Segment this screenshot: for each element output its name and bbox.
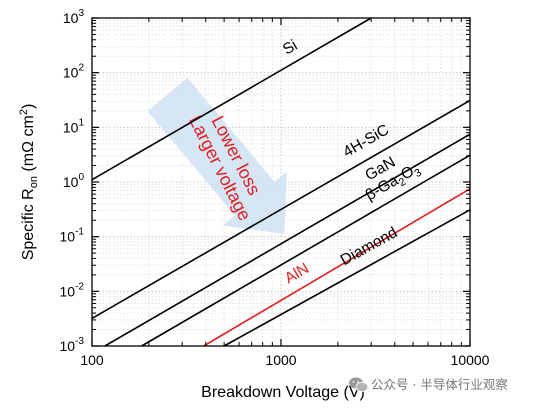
y-tick-label: 10-2 [60, 281, 85, 299]
series-line-diamond [223, 209, 471, 347]
x-tick-label: 1000 [265, 352, 296, 368]
y-tick-label: 103 [63, 8, 85, 26]
y-tick-label: 10-1 [60, 227, 85, 245]
series-line--ga2o3 [141, 154, 471, 347]
series-label-diamond: Diamond [338, 224, 400, 269]
y-axis-title-subscript: on [28, 176, 40, 188]
series-line-si [91, 17, 372, 181]
series-line-gan [104, 133, 471, 347]
series-line-4h-sic [91, 99, 471, 320]
y-tick-label: 10-3 [60, 336, 85, 354]
y-axis-title: Specific Ron (mΩ cm2) [18, 104, 40, 261]
y-tick-label: 101 [63, 117, 85, 135]
watermark: 公众号 · 半导体行业观察 [349, 377, 508, 392]
watermark-text: 公众号 · 半导体行业观察 [371, 377, 508, 392]
series-line-aln [203, 188, 471, 347]
wechat-icon [349, 377, 369, 392]
axis-ticks: 100 1000 10000 103 102 101 100 10-1 10-2 10-3 [60, 8, 490, 368]
series-lines [91, 17, 471, 347]
direction-arrow: Lower loss Larger voltage [147, 77, 287, 234]
y-axis-title-unit: (mΩ cm [20, 115, 37, 176]
series-label-aln: AlN [282, 260, 312, 287]
arrow-shape [147, 77, 287, 234]
y-axis-title-unit-close: ) [20, 104, 37, 109]
y-axis-title-superscript: 2 [18, 109, 30, 115]
series-label-si: Si [280, 37, 300, 59]
y-tick-label: 102 [63, 63, 85, 81]
x-tick-label: 10000 [451, 352, 490, 368]
x-tick-label: 100 [80, 352, 104, 368]
x-axis-title: Breakdown Voltage (V) [201, 384, 365, 401]
y-tick-label: 100 [63, 172, 85, 190]
y-axis-title-prefix: Specific R [20, 188, 37, 260]
